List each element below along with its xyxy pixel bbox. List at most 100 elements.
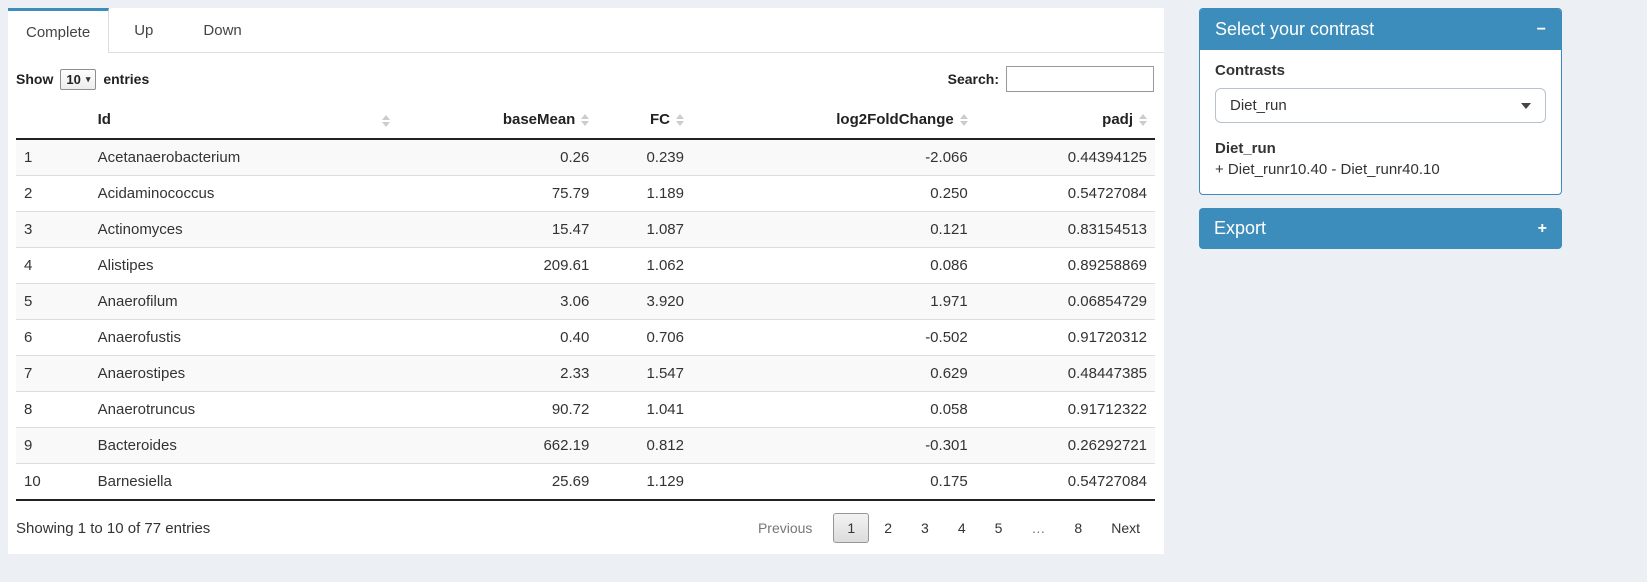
contrast-select-value: Diet_run bbox=[1230, 97, 1287, 114]
show-label: Show bbox=[16, 71, 54, 87]
table-body: 1 Acetanaerobacterium 0.26 0.239 -2.066 0.443… bbox=[16, 139, 1155, 501]
cell-fc: 0.812 bbox=[597, 427, 692, 464]
table-row[interactable]: 5 Anaerofilum 3.06 3.920 1.971 0.06854729 bbox=[16, 283, 1155, 320]
cell-fc: 1.041 bbox=[597, 391, 692, 428]
cell-log2fc: 0.175 bbox=[691, 463, 976, 501]
contrast-box-body: Contrasts Diet_run Diet_run + Diet_runr1… bbox=[1200, 50, 1561, 194]
cell-log2fc: -0.502 bbox=[691, 319, 976, 356]
caret-down-icon: ▾ bbox=[85, 73, 91, 84]
cell-baseMean: 209.61 bbox=[398, 247, 598, 284]
contrast-formula: + Diet_runr10.40 - Diet_runr40.10 bbox=[1215, 161, 1440, 178]
col-header-padj[interactable]: padj bbox=[975, 103, 1155, 140]
cell-log2fc: 0.086 bbox=[691, 247, 976, 284]
cell-id: Acetanaerobacterium bbox=[97, 149, 241, 166]
cell-padj: 0.54727084 bbox=[975, 463, 1155, 501]
sort-icon bbox=[675, 114, 684, 127]
cell-id: Alistipes bbox=[89, 247, 399, 284]
cell-padj: 0.06854729 bbox=[975, 283, 1155, 320]
page-button-8[interactable]: 8 bbox=[1074, 520, 1083, 536]
cell-num: 2 bbox=[16, 175, 90, 212]
entries-label: entries bbox=[103, 71, 150, 87]
contrast-select[interactable]: Diet_run bbox=[1215, 88, 1546, 123]
page-length-select[interactable]: 10 ▾ bbox=[60, 68, 97, 90]
results-table: Id baseMean FC log2FoldChange padj 1 Acetanae… bbox=[16, 103, 1155, 501]
cell-baseMean: 90.72 bbox=[398, 391, 598, 428]
cell-baseMean: 2.33 bbox=[398, 355, 598, 392]
contrast-box-header[interactable]: Select your contrast − bbox=[1200, 9, 1561, 50]
cell-baseMean: 662.19 bbox=[398, 427, 598, 464]
table-controls: Show 10 ▾ entries Search: bbox=[8, 53, 1164, 101]
table-row[interactable]: 1 Acetanaerobacterium 0.26 0.239 -2.066 0.443… bbox=[16, 139, 1155, 176]
table-row[interactable]: 6 Anaerofustis 0.40 0.706 -0.502 0.91720312 bbox=[16, 319, 1155, 356]
table-info: Showing 1 to 10 of 77 entries bbox=[16, 519, 211, 537]
cell-padj: 0.48447385 bbox=[975, 355, 1155, 392]
col-header-id[interactable]: Id bbox=[89, 103, 399, 140]
cell-id: Anaerotruncus bbox=[89, 391, 399, 428]
contrast-box: Select your contrast − Contrasts Diet_ru… bbox=[1199, 8, 1562, 195]
sort-icon bbox=[1139, 114, 1147, 127]
cell-log2fc: 0.250 bbox=[691, 175, 976, 212]
search-control: Search: bbox=[948, 66, 1154, 92]
cell-fc: 1.129 bbox=[597, 463, 692, 501]
cell-padj: 0.26292721 bbox=[975, 427, 1155, 464]
table-row[interactable]: 8 Anaerotruncus 90.72 1.041 0.058 0.91712322 bbox=[16, 391, 1155, 428]
col-header-label: log2FoldChange bbox=[836, 111, 954, 128]
tab-up[interactable]: Up bbox=[134, 21, 154, 39]
search-input[interactable] bbox=[1006, 66, 1154, 92]
col-header-num bbox=[16, 103, 90, 140]
tab-bar: Complete Up Down bbox=[8, 8, 1164, 53]
export-box: Export + bbox=[1199, 208, 1562, 249]
cell-num: 6 bbox=[16, 319, 90, 356]
table-row[interactable]: 7 Anaerostipes 2.33 1.547 0.629 0.48447385 bbox=[16, 355, 1155, 392]
page-length-value: 10 bbox=[66, 71, 81, 87]
table-row[interactable]: 3 Actinomyces 15.47 1.087 0.121 0.83154513 bbox=[16, 211, 1155, 248]
col-header-fc[interactable]: FC bbox=[597, 103, 692, 140]
cell-padj: 0.44394125 bbox=[1067, 149, 1147, 166]
contrasts-label: Contrasts bbox=[1215, 62, 1286, 79]
cell-num: 8 bbox=[16, 391, 90, 428]
prev-button[interactable]: Previous bbox=[757, 520, 813, 536]
cell-log2fc: 0.629 bbox=[691, 355, 976, 392]
cell-id: Anaerofustis bbox=[89, 319, 399, 356]
cell-log2fc: -2.066 bbox=[925, 149, 968, 166]
cell-log2fc: -0.301 bbox=[691, 427, 976, 464]
collapse-minus-icon[interactable]: − bbox=[1536, 20, 1546, 38]
cell-fc: 1.189 bbox=[597, 175, 692, 212]
table-row[interactable]: 4 Alistipes 209.61 1.062 0.086 0.89258869 bbox=[16, 247, 1155, 284]
col-header-baseMean[interactable]: baseMean bbox=[398, 103, 598, 140]
table-row[interactable]: 2 Acidaminococcus 75.79 1.189 0.250 0.5472708… bbox=[16, 175, 1155, 212]
cell-fc: 1.547 bbox=[597, 355, 692, 392]
table-row[interactable]: 9 Bacteroides 662.19 0.812 -0.301 0.26292721 bbox=[16, 427, 1155, 464]
page-button-1[interactable]: 1 bbox=[833, 513, 870, 543]
cell-fc: 0.706 bbox=[597, 319, 692, 356]
cell-baseMean: 3.06 bbox=[398, 283, 598, 320]
cell-baseMean: 0.26 bbox=[560, 149, 590, 166]
export-box-title: Export bbox=[1214, 218, 1267, 238]
cell-padj: 0.83154513 bbox=[975, 211, 1155, 248]
cell-fc: 0.239 bbox=[646, 149, 684, 166]
cell-log2fc: 0.058 bbox=[691, 391, 976, 428]
expand-plus-icon[interactable]: + bbox=[1537, 219, 1547, 237]
cell-id: Anaerostipes bbox=[89, 355, 399, 392]
next-button[interactable]: Next bbox=[1111, 520, 1140, 536]
table-row[interactable]: 10 Barnesiella 25.69 1.129 0.175 0.54727084 bbox=[16, 463, 1155, 501]
page-button-3[interactable]: 3 bbox=[921, 520, 929, 536]
page-button-5[interactable]: 5 bbox=[994, 520, 1003, 536]
col-header-log2fc[interactable]: log2FoldChange bbox=[691, 103, 976, 140]
table-footer: Showing 1 to 10 of 77 entries Previous 1 2… bbox=[8, 501, 1164, 553]
cell-padj: 0.89258869 bbox=[975, 247, 1155, 284]
tab-complete[interactable]: Complete bbox=[8, 8, 110, 53]
cell-id: Bacteroides bbox=[89, 427, 399, 464]
cell-baseMean: 15.47 bbox=[398, 211, 598, 248]
page-button-4[interactable]: 4 bbox=[957, 520, 966, 536]
export-box-header[interactable]: Export + bbox=[1199, 208, 1562, 249]
sort-icon bbox=[581, 114, 590, 127]
cell-baseMean: 75.79 bbox=[398, 175, 598, 212]
cell-num: 7 bbox=[16, 355, 90, 392]
tab-down[interactable]: Down bbox=[203, 21, 242, 39]
cell-baseMean: 25.69 bbox=[398, 463, 598, 501]
pagination-ellipsis: … bbox=[1031, 520, 1046, 536]
page-button-2[interactable]: 2 bbox=[884, 520, 893, 536]
cell-num: 9 bbox=[16, 427, 90, 464]
cell-id: Acidaminococcus bbox=[89, 175, 399, 212]
